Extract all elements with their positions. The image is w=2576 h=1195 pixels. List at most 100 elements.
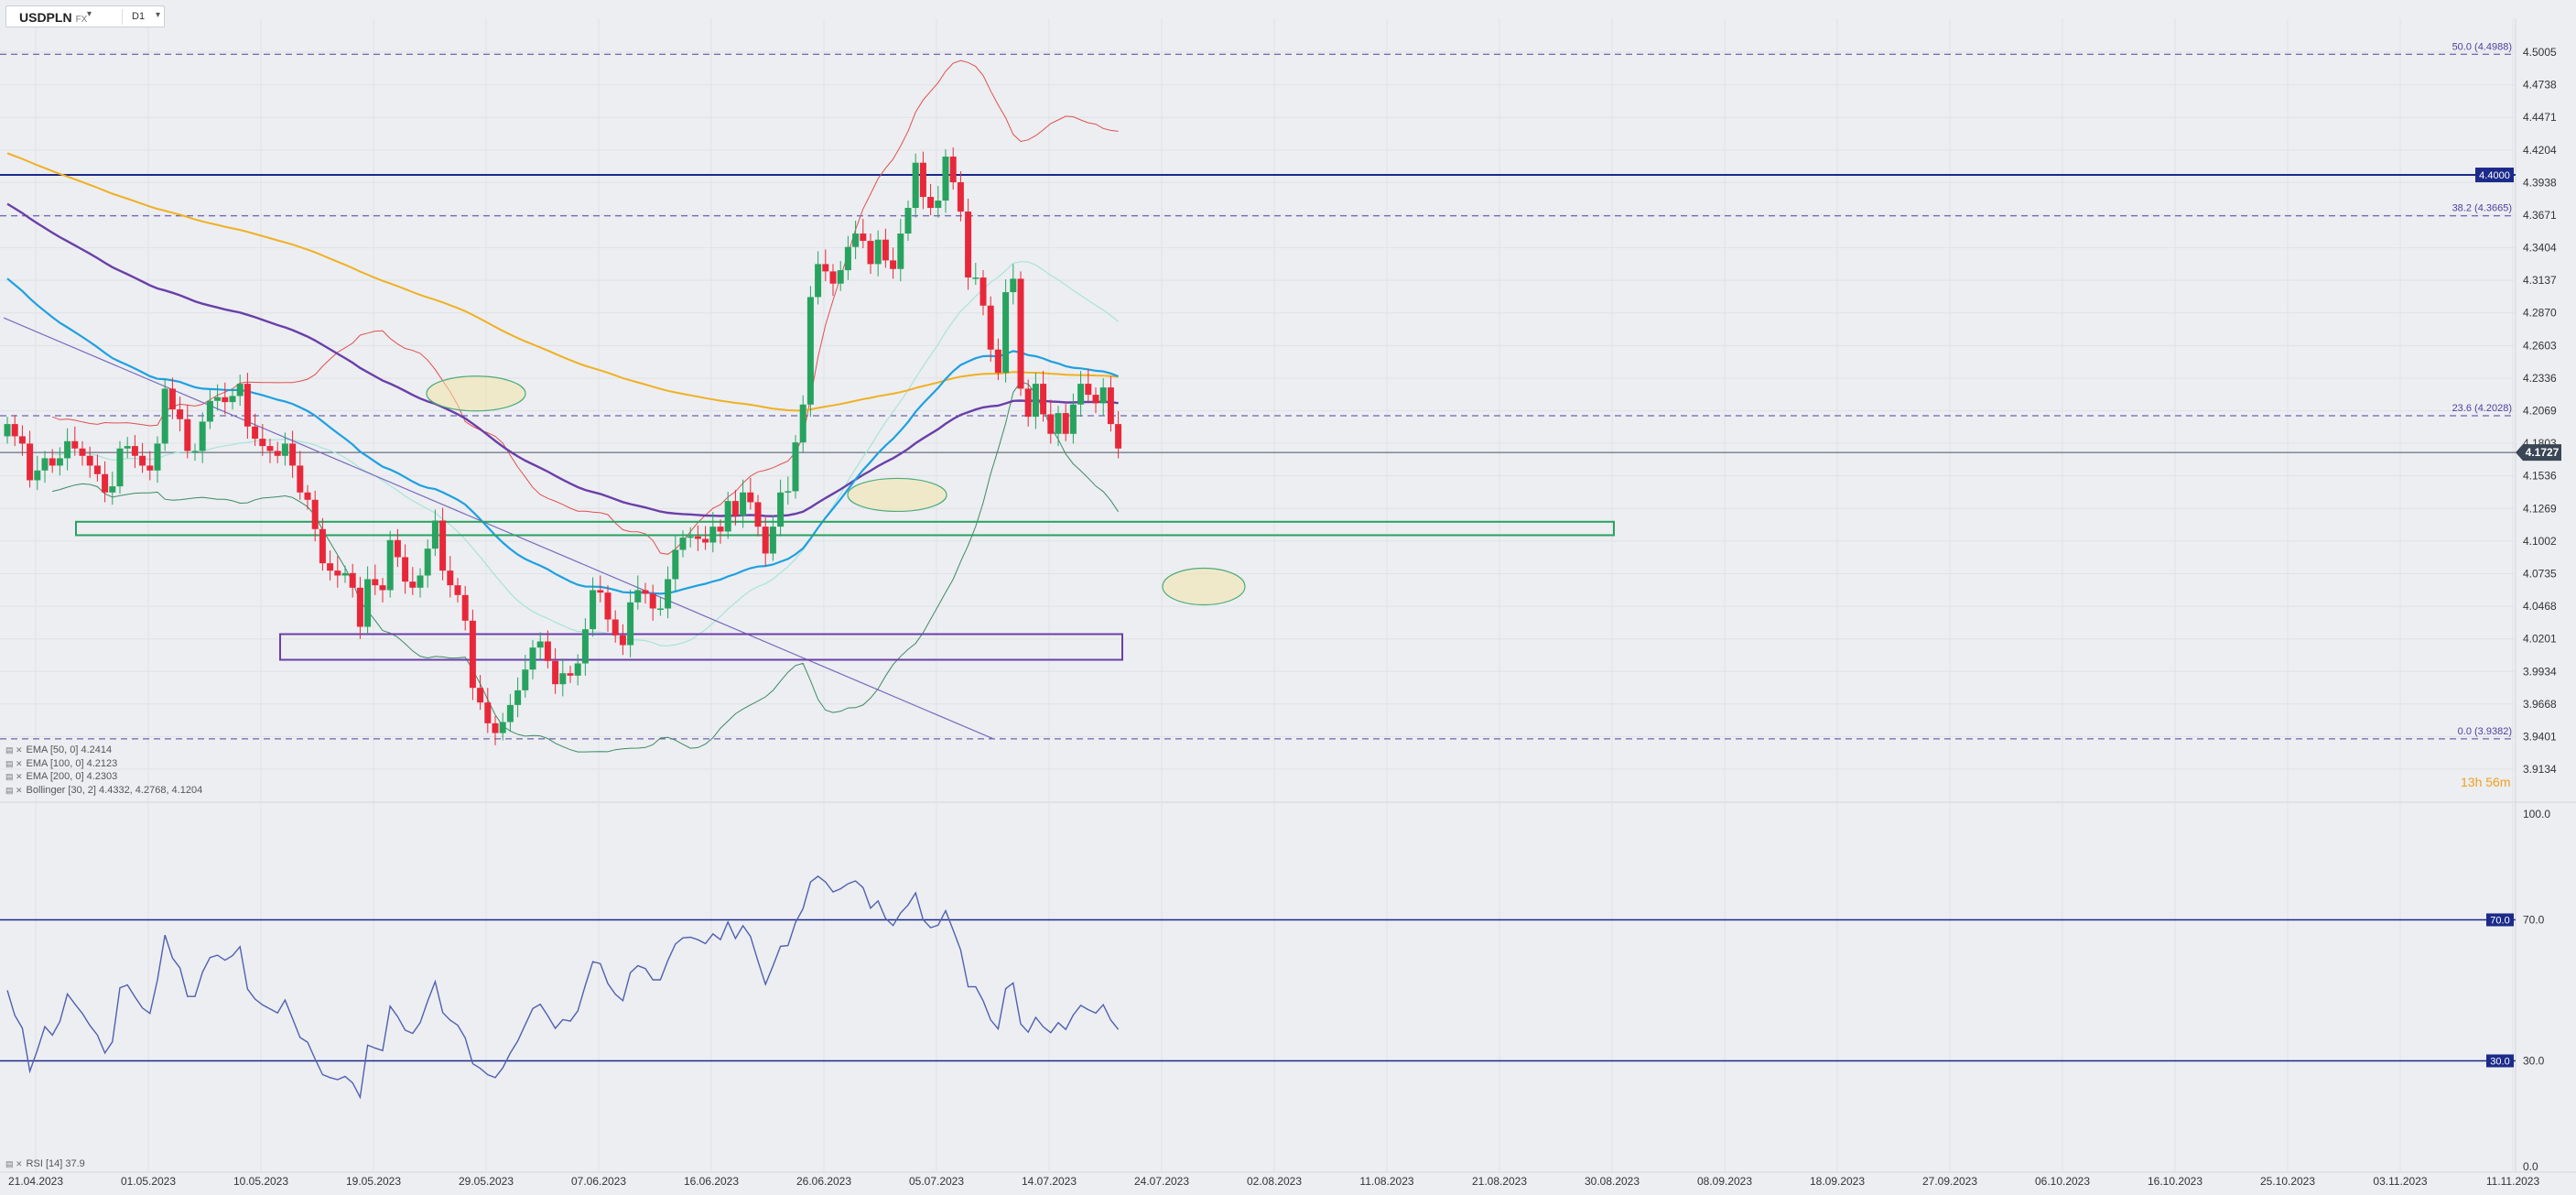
candle-body <box>417 575 424 588</box>
bollinger-upper-line <box>52 60 1119 555</box>
candle-body <box>544 641 551 661</box>
x-tick-label: 02.08.2023 <box>1247 1175 1302 1188</box>
legend-ema100[interactable]: ▤ ✕ EMA [100, 0] 4.2123 <box>5 757 118 769</box>
candle-body <box>709 527 717 543</box>
x-tick-label: 11.11.2023 <box>2486 1175 2540 1188</box>
x-tick-label: 08.09.2023 <box>1697 1175 1752 1188</box>
candle-body <box>656 608 664 610</box>
y-tick-label: 4.1269 <box>2523 502 2557 515</box>
candle-body <box>874 239 882 265</box>
indicator-settings-icon[interactable]: ▤ ✕ <box>5 772 23 781</box>
candle-body <box>1099 387 1107 404</box>
x-tick-label: 21.08.2023 <box>1472 1175 1527 1188</box>
candle-body <box>649 593 656 609</box>
indicator-settings-icon[interactable]: ▤ ✕ <box>5 745 23 755</box>
candle-body <box>1069 404 1077 434</box>
x-tick-label: 29.05.2023 <box>459 1175 514 1188</box>
candle-body <box>769 527 776 554</box>
candle-body <box>184 418 191 451</box>
fib-label: 50.0 (4.4988) <box>2452 41 2512 52</box>
candle-body <box>972 277 980 279</box>
candle-body <box>499 722 506 733</box>
candle-body <box>454 585 461 595</box>
candle-body <box>304 492 311 500</box>
indicator-settings-icon[interactable]: ▤ ✕ <box>5 1159 23 1168</box>
candle-body <box>754 502 762 527</box>
candle-body <box>431 520 438 549</box>
candle-body <box>612 619 619 636</box>
x-tick-label: 27.09.2023 <box>1922 1175 1977 1188</box>
highlight-ellipse <box>426 375 526 412</box>
indicator-settings-icon[interactable]: ▤ ✕ <box>5 758 23 768</box>
rsi-tick-label: 100.0 <box>2523 808 2550 820</box>
x-tick-label: 05.07.2023 <box>909 1175 964 1188</box>
candle-body <box>86 455 93 466</box>
y-tick-label: 4.4738 <box>2523 79 2557 92</box>
x-tick-label: 07.06.2023 <box>571 1175 626 1188</box>
candle-body <box>694 536 701 539</box>
candle-body <box>665 579 672 609</box>
candle-body <box>492 722 499 733</box>
candle-body <box>266 446 274 451</box>
y-tick-label: 3.9401 <box>2523 730 2557 743</box>
candle-body <box>852 234 860 247</box>
candle-body <box>372 579 379 586</box>
candle-body <box>942 157 949 201</box>
timeframe-selector[interactable]: D1 ▾ <box>122 9 168 25</box>
rsi-tick-label: 30.0 <box>2523 1055 2545 1068</box>
y-tick-label: 4.0735 <box>2523 567 2557 580</box>
y-tick-label: 4.5005 <box>2523 46 2557 59</box>
candle-body <box>672 549 679 580</box>
candle-body <box>79 448 86 456</box>
candle-body <box>334 570 341 576</box>
candle-body <box>574 663 581 676</box>
x-tick-label: 26.06.2023 <box>796 1175 851 1188</box>
x-tick-label: 01.05.2023 <box>121 1175 176 1188</box>
candle-body <box>4 424 11 437</box>
fib-label: 23.6 (4.2028) <box>2452 403 2512 414</box>
candle-body <box>740 492 747 516</box>
candle-body <box>619 635 626 646</box>
ema200-line <box>6 152 1119 412</box>
candle-body <box>1055 413 1062 434</box>
candle-body <box>642 590 649 594</box>
x-tick-label: 11.08.2023 <box>1359 1175 1413 1188</box>
candle-body <box>102 473 109 493</box>
x-tick-label: 10.05.2023 <box>233 1175 288 1188</box>
candle-body <box>799 404 806 443</box>
timeframe-chevron-down-icon[interactable]: ▾ <box>156 10 161 20</box>
candle-body <box>289 443 297 466</box>
candle-body <box>762 527 769 554</box>
candle-body <box>18 436 26 444</box>
indicator-settings-icon[interactable]: ▤ ✕ <box>5 785 23 795</box>
symbol-selector[interactable]: USDPLN FX ▾ D1 ▾ <box>5 5 165 27</box>
candle-body <box>957 182 964 212</box>
y-tick-label: 3.9668 <box>2523 698 2557 711</box>
legend-bollinger[interactable]: ▤ ✕ Bollinger [30, 2] 4.4332, 4.2768, 4.1… <box>5 784 203 796</box>
candle-body <box>161 388 168 444</box>
symbol-chevron-down-icon[interactable]: ▾ <box>87 9 92 19</box>
legend-ema50[interactable]: ▤ ✕ EMA [50, 0] 4.2414 <box>5 744 113 755</box>
candle-body <box>222 397 229 403</box>
candle-body <box>844 246 851 271</box>
legend-ema200[interactable]: ▤ ✕ EMA [200, 0] 4.2303 <box>5 771 118 782</box>
y-tick-label: 3.9934 <box>2523 665 2557 678</box>
candle-body <box>469 620 476 689</box>
candle-body <box>394 539 401 558</box>
y-tick-label: 4.3137 <box>2523 274 2557 287</box>
symbol-label: USDPLN FX <box>19 10 88 25</box>
y-tick-label: 4.4471 <box>2523 111 2557 124</box>
candle-body <box>131 446 138 456</box>
candle-body <box>935 201 942 209</box>
candle-body <box>34 470 41 481</box>
candle-body <box>424 549 431 576</box>
candle-body <box>168 388 176 410</box>
y-tick-label: 4.3404 <box>2523 242 2557 255</box>
legend-rsi[interactable]: ▤ ✕ RSI [14] 37.9 <box>5 1158 85 1169</box>
candle-body <box>717 527 724 532</box>
last-price-badge <box>2516 444 2561 462</box>
y-tick-label: 4.1536 <box>2523 470 2557 483</box>
candle-body <box>597 590 604 593</box>
x-tick-label: 18.09.2023 <box>1810 1175 1865 1188</box>
